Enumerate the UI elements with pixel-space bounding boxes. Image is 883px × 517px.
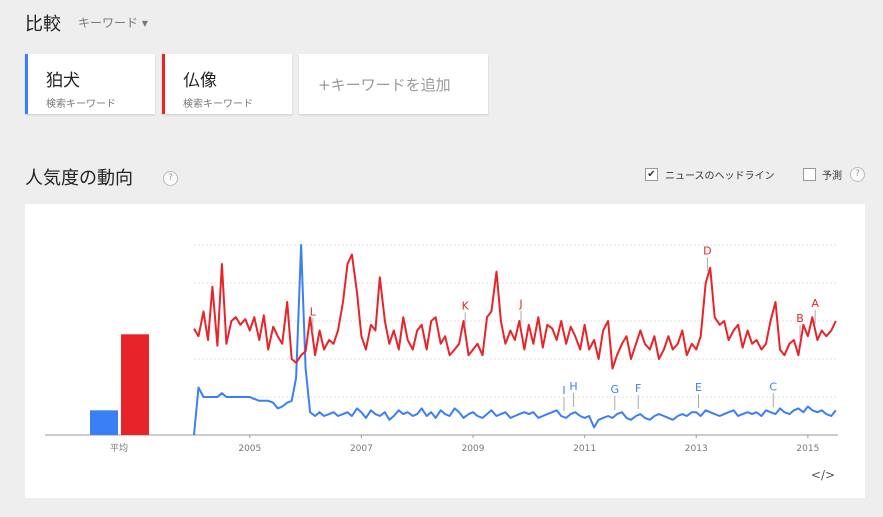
news-label: G [611,383,620,396]
news-label: D [703,244,711,257]
checkbox-label: ニュースのヘッドライン [665,171,775,182]
add-keyword[interactable]: +キーワードを追加 [299,54,488,114]
help-icon[interactable]: ? [850,167,865,182]
page-title: 比較 [25,14,61,35]
help-icon[interactable]: ? [163,171,178,186]
average-label: 平均 [110,442,128,454]
section-title: 人気度の動向 [25,168,133,189]
series-line [193,244,837,436]
add-keyword-label: +キーワードを追加 [318,76,451,94]
keyword-sub: 検索キーワード [46,99,116,110]
news-label: C [769,380,777,393]
checkbox-label: 予測 [822,171,842,182]
news-label: I [562,384,565,397]
news-label: A [811,297,819,310]
x-tick-label: 2013 [685,444,708,454]
dropdown-label: キーワード [78,16,139,30]
x-tick-label: 2009 [462,444,485,454]
average-bar [90,410,118,435]
checkbox[interactable] [803,168,816,181]
news-label: F [635,382,641,395]
x-tick-label: 2011 [573,444,596,454]
news-label: L [310,305,317,318]
news-label: K [462,299,470,312]
x-tick-label: 2007 [350,444,373,454]
keyword-term: 狛犬 [46,71,80,91]
keyword-card[interactable]: 仏像 検索キーワード [162,54,292,114]
keyword-card[interactable]: 狛犬 検索キーワード [25,54,155,114]
x-tick-label: 2005 [238,444,261,454]
news-label: H [569,380,577,393]
news-label: E [695,381,702,394]
average-bar [121,334,149,435]
checkbox[interactable]: ✔ [645,168,658,181]
keyword-term: 仏像 [183,71,217,91]
keyword-sub: 検索キーワード [183,99,253,110]
series-line [193,253,837,370]
chart-panel [25,204,865,498]
embed-icon[interactable]: </> [811,468,835,482]
dropdown[interactable]: キーワード ▾ [78,16,148,30]
news-label: J [518,298,522,311]
news-label: B [796,312,804,325]
x-tick-label: 2015 [796,444,819,454]
